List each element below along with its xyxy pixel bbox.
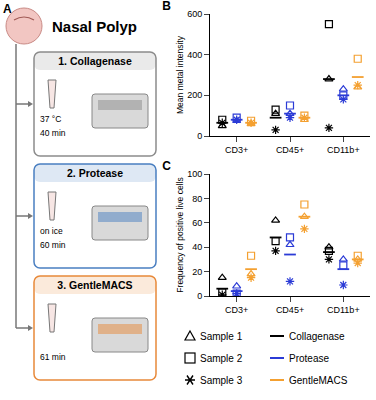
svg-text:CD45+: CD45+ <box>276 145 304 155</box>
svg-text:GentleMACS: GentleMACS <box>289 375 348 386</box>
svg-text:Mean metal intensity: Mean metal intensity <box>175 35 185 114</box>
svg-text:1. Collagenase: 1. Collagenase <box>58 55 132 67</box>
svg-text:on ice: on ice <box>40 226 63 236</box>
svg-text:A: A <box>3 2 12 16</box>
svg-text:60 min: 60 min <box>40 240 66 250</box>
svg-text:80: 80 <box>192 194 202 204</box>
svg-text:61 min: 61 min <box>40 352 66 362</box>
svg-text:Sample 2: Sample 2 <box>200 353 243 364</box>
svg-text:B: B <box>162 0 171 13</box>
svg-text:CD11b+: CD11b+ <box>327 145 360 155</box>
svg-text:Sample 1: Sample 1 <box>200 331 243 342</box>
svg-text:CD3+: CD3+ <box>225 305 248 315</box>
svg-text:100: 100 <box>187 169 202 179</box>
svg-text:C: C <box>162 160 171 173</box>
svg-text:40 min: 40 min <box>40 128 66 138</box>
svg-text:37 °C: 37 °C <box>40 114 61 124</box>
svg-text:CD45+: CD45+ <box>276 305 304 315</box>
svg-text:40: 40 <box>192 242 202 252</box>
svg-text:CD11b+: CD11b+ <box>327 305 360 315</box>
svg-text:2. Protease: 2. Protease <box>67 167 123 179</box>
svg-text:0: 0 <box>197 291 202 301</box>
svg-text:20: 20 <box>192 267 202 277</box>
svg-text:Sample 3: Sample 3 <box>200 375 243 386</box>
svg-text:CD3+: CD3+ <box>225 145 248 155</box>
svg-text:0: 0 <box>197 131 202 141</box>
svg-text:600: 600 <box>187 9 202 19</box>
svg-text:3. GentleMACS: 3. GentleMACS <box>57 279 132 291</box>
svg-text:60: 60 <box>192 218 202 228</box>
svg-text:Frequency of positive live cel: Frequency of positive live cells <box>175 177 185 292</box>
svg-text:200: 200 <box>187 90 202 100</box>
svg-text:Nasal Polyp: Nasal Polyp <box>52 18 137 35</box>
svg-text:400: 400 <box>187 50 202 60</box>
svg-text:Collagenase: Collagenase <box>289 331 345 342</box>
svg-text:Protease: Protease <box>289 353 329 364</box>
